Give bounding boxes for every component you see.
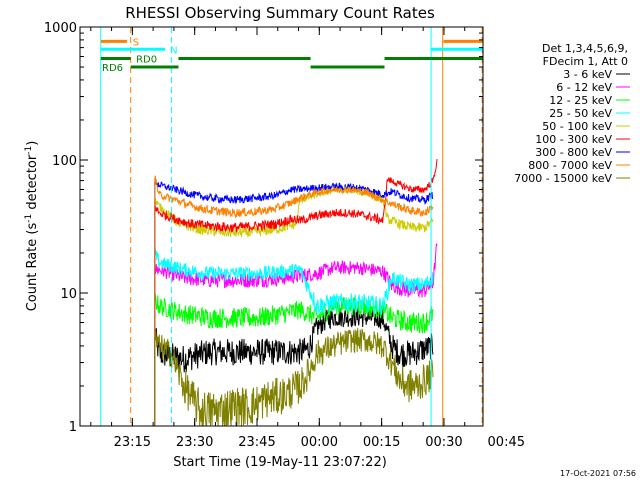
flag-rd0-label: RD0 <box>136 54 157 65</box>
legend: Det 1,3,4,5,6,9,FDecim 1, Att 03 - 6 keV… <box>514 42 630 185</box>
x-tick-label: 00:30 <box>425 435 462 450</box>
x-axis-label: Start Time (19-May-11 23:07:22) <box>173 455 387 470</box>
flag-n-label: N <box>170 45 177 56</box>
y-tick-label: 1 <box>69 420 77 435</box>
legend-item-100-300-kev: 100 - 300 keV <box>535 133 612 146</box>
series-7000-15000-kev <box>154 328 434 426</box>
x-tick-label: 23:45 <box>238 435 275 450</box>
legend-header: Det 1,3,4,5,6,9, <box>542 42 628 55</box>
x-axis: 23:15 23:30 23:45 00:00 00:15 00:30 00:45 <box>90 27 525 450</box>
legend-item-3-6-kev: 3 - 6 keV <box>563 68 612 81</box>
series-3-6-kev <box>154 307 434 426</box>
y-tick-label: 1000 <box>44 21 77 36</box>
y-axis-label-part: ) <box>25 141 40 146</box>
x-tick-label: 00:00 <box>301 435 338 450</box>
plot-frame <box>79 26 484 427</box>
y-axis-label-part: Count Rate (s <box>25 223 40 312</box>
series-25-50-kev <box>154 248 434 426</box>
legend-item-300-800-kev: 300 - 800 keV <box>535 146 612 159</box>
series-50-100-kev <box>154 184 434 426</box>
series-100-300-kev <box>154 158 438 426</box>
y-tick-label: 100 <box>52 154 77 169</box>
legend-item-800-7000-kev: 800 - 7000 keV <box>528 159 612 172</box>
flag-rd6-label: RD6 <box>102 63 123 74</box>
y-tick-label: 10 <box>60 287 77 302</box>
y-axis-label-part: detector <box>25 154 40 214</box>
y-axis-label: Count Rate (s-1 detector-1) <box>24 141 40 312</box>
series-12-25-kev <box>154 291 434 426</box>
y-axis-label-sup: -1 <box>24 146 34 155</box>
legend-item-50-100-kev: 50 - 100 keV <box>542 120 612 133</box>
flag-s-label: S <box>133 37 139 48</box>
x-tick-label: 00:15 <box>363 435 400 450</box>
legend-item-7000-15000-kev: 7000 - 15000 keV <box>514 172 612 185</box>
y-axis-label-sup: -1 <box>24 214 34 223</box>
series-300-800-kev <box>154 178 434 426</box>
x-tick-label: 23:15 <box>114 435 151 450</box>
chart-title: RHESSI Observing Summary Count Rates <box>125 4 435 22</box>
x-tick-label: 23:30 <box>176 435 213 450</box>
legend-item-25-50-kev: 25 - 50 keV <box>549 107 612 120</box>
legend-header: FDecim 1, Att 0 <box>543 55 628 68</box>
series-800-7000-kev <box>154 175 434 426</box>
footer-timestamp: 17-Oct-2021 07:56 <box>560 469 636 478</box>
series-layer <box>154 158 438 426</box>
legend-item-6-12-kev: 6 - 12 keV <box>556 81 612 94</box>
y-axis: 1 10 100 1000 <box>44 21 483 435</box>
x-tick-label: 00:45 <box>488 435 525 450</box>
legend-item-12-25-kev: 12 - 25 keV <box>549 94 612 107</box>
series-6-12-kev <box>154 243 438 426</box>
